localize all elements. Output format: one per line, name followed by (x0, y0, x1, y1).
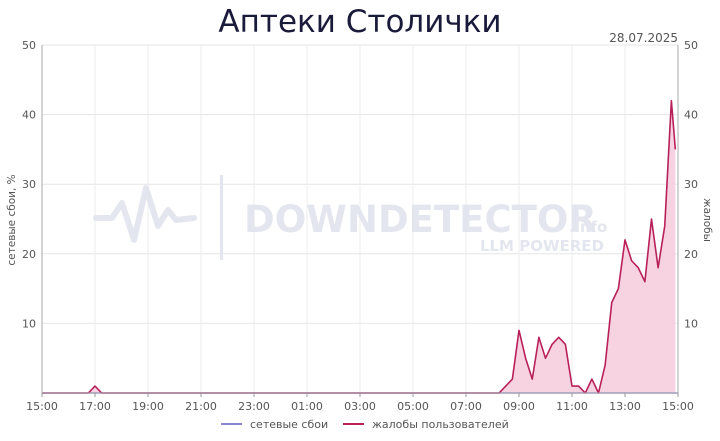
x-tick-label: 11:00 (556, 400, 588, 413)
legend-label-complaints: жалобы пользователей (372, 418, 509, 431)
legend: сетевые сбои жалобы пользователей (221, 418, 509, 431)
x-tick-label: 05:00 (397, 400, 429, 413)
y-tick-label-left: 20 (22, 248, 36, 261)
watermark-text: DOWNDETECTOR (244, 198, 597, 241)
y-tick-label-left: 10 (22, 317, 36, 330)
watermark-divider (220, 175, 223, 260)
y-axis-right-title: жалобы (701, 198, 713, 242)
x-tick-label: 01:00 (291, 400, 323, 413)
x-tick-label: 17:00 (79, 400, 111, 413)
x-tick-label: 19:00 (132, 400, 164, 413)
x-tick-label: 03:00 (344, 400, 376, 413)
y-axis-right: 10 20 30 40 50 (684, 39, 698, 330)
chart-title: Аптеки Столички (218, 4, 501, 40)
y-tick-label-right: 30 (684, 178, 698, 191)
y-tick-label-right: 20 (684, 248, 698, 261)
y-tick-label-right: 40 (684, 109, 698, 122)
x-tick-label: 15:00 (26, 400, 58, 413)
x-tick-label: 23:00 (238, 400, 270, 413)
chart-date: 28.07.2025 (609, 31, 678, 45)
x-tick-label: 13:00 (609, 400, 641, 413)
y-tick-label-right: 10 (684, 317, 698, 330)
x-tick-label: 07:00 (450, 400, 482, 413)
watermark-subtext: LLM POWERED (480, 237, 604, 255)
y-tick-label-left: 40 (22, 109, 36, 122)
x-tick-label: 09:00 (503, 400, 535, 413)
watermark-suffix: .info (569, 218, 607, 236)
watermark: DOWNDETECTOR .info LLM POWERED (93, 175, 607, 260)
y-tick-label-right: 50 (684, 39, 698, 52)
y-axis-left: 10 20 30 40 50 (22, 39, 36, 330)
x-tick-label: 21:00 (185, 400, 217, 413)
y-axis-left-title: сетевые сбои, % (6, 174, 18, 265)
y-tick-label-left: 30 (22, 178, 36, 191)
watermark-pulse-icon (93, 185, 197, 243)
legend-label-outages: сетевые сбои (250, 418, 328, 431)
x-tick-label: 15:00 (662, 400, 694, 413)
y-tick-label-left: 50 (22, 39, 36, 52)
series-area-complaints (42, 100, 676, 394)
series-line-complaints (42, 99, 677, 394)
x-axis: 15:00 17:00 19:00 21:00 23:00 01:00 03:00 05:00… (26, 393, 694, 413)
